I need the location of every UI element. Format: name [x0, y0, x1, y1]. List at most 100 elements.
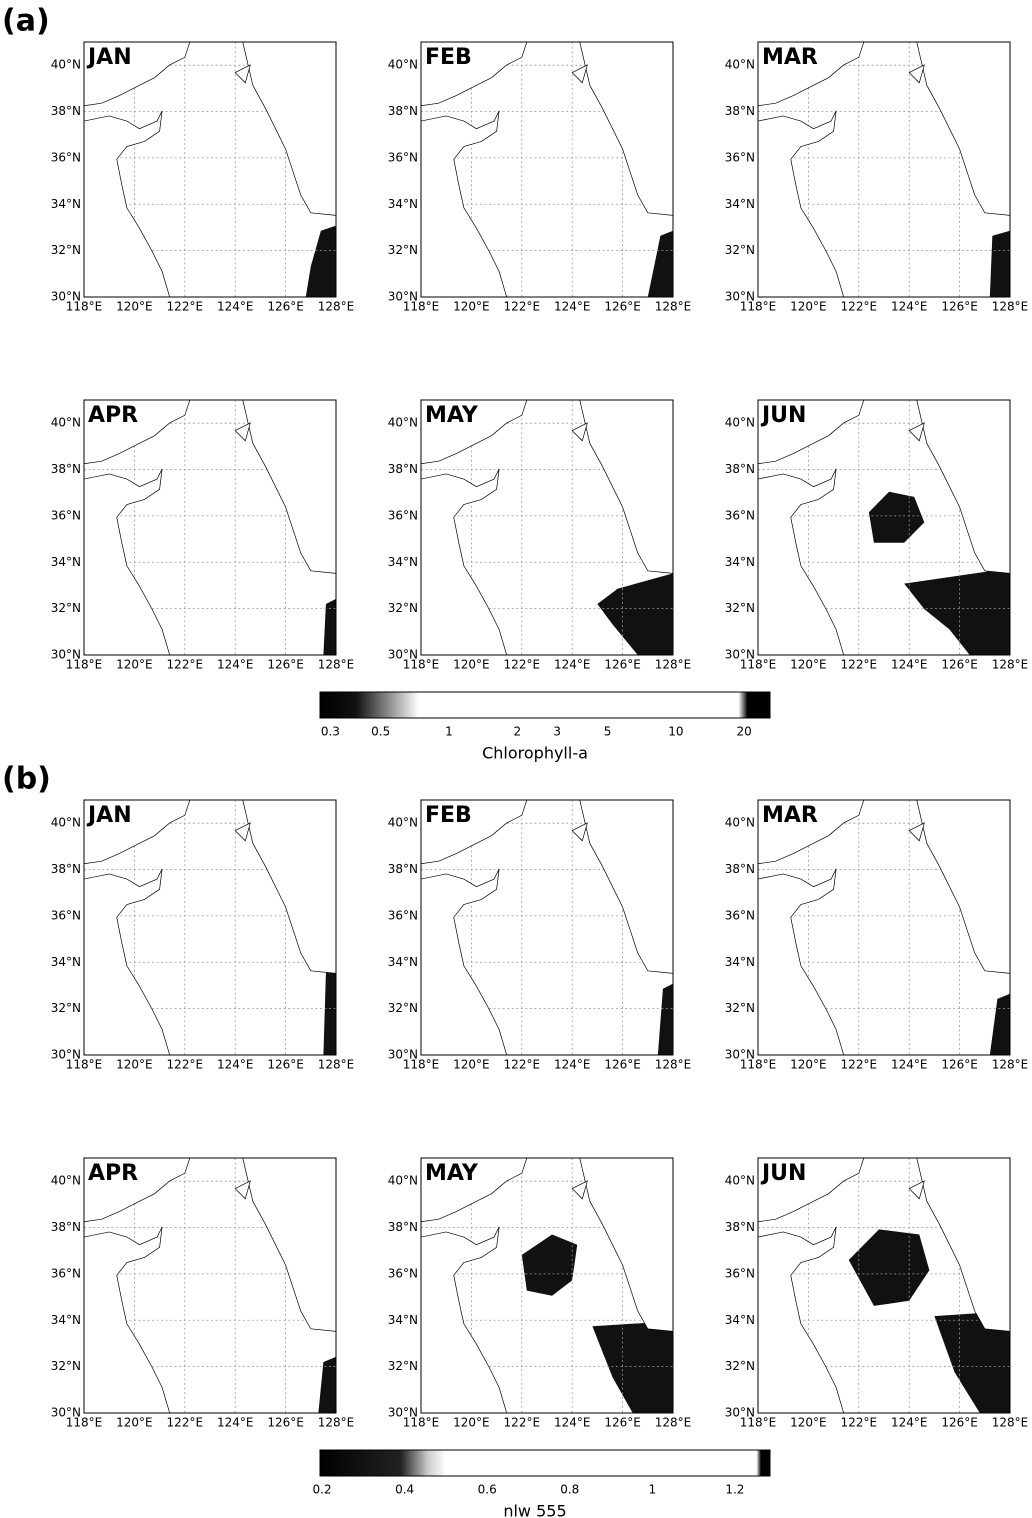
colorbar-tick-label: 0.3 [321, 725, 340, 739]
lat-tick-label: 36°N [388, 150, 418, 164]
lon-tick-label: 118°E [66, 1058, 103, 1072]
lon-tick-label: 124°E [217, 1058, 254, 1072]
lon-tick-label: 120°E [790, 300, 827, 314]
lon-tick-label: 128°E [992, 300, 1029, 314]
coastline [421, 469, 507, 655]
lon-tick-label: 120°E [453, 1058, 490, 1072]
lon-tick-label: 120°E [790, 1058, 827, 1072]
lat-tick-label: 36°N [725, 908, 755, 922]
dark-region [597, 573, 673, 655]
lon-tick-label: 124°E [891, 658, 928, 672]
map-area [421, 800, 673, 1055]
month-label: JAN [86, 45, 132, 70]
month-label: MAR [762, 803, 818, 828]
lon-tick-label: 118°E [66, 658, 103, 672]
month-label: APR [88, 403, 138, 428]
map-area [758, 800, 1010, 1055]
coastline [580, 42, 673, 215]
lon-tick-label: 126°E [941, 1058, 978, 1072]
lat-tick-label: 30°N [51, 1406, 81, 1420]
lat-tick-label: 40°N [725, 58, 755, 72]
coastline [917, 42, 1010, 215]
lon-tick-label: 126°E [267, 658, 304, 672]
map-frame [420, 41, 674, 298]
lon-tick-label: 122°E [167, 300, 204, 314]
coastline [235, 423, 250, 441]
lat-tick-label: 34°N [725, 1313, 755, 1327]
month-label: JAN [86, 803, 132, 828]
lon-tick-label: 124°E [554, 1416, 591, 1430]
coastline [580, 1158, 673, 1331]
lon-tick-label: 120°E [790, 658, 827, 672]
map-panel: MAY 30°N 32°N 34°N 36°N 38°N 40°N 118°E 120°E 122… [388, 399, 691, 672]
lon-tick-label: 118°E [403, 300, 440, 314]
coastline [421, 869, 507, 1055]
coastline [243, 1158, 336, 1331]
lon-tick-label: 118°E [740, 1416, 777, 1430]
map-area [421, 1158, 673, 1413]
coastline [758, 400, 864, 464]
lat-tick-label: 36°N [51, 508, 81, 522]
month-label: MAY [425, 1161, 479, 1186]
lon-tick-label: 118°E [403, 1058, 440, 1072]
coastline [84, 469, 170, 655]
dark-region [647, 230, 673, 297]
map-panel: MAY 30°N 32°N 34°N 36°N 38°N 40°N 118°E 120°E 122… [388, 1157, 691, 1430]
colorbar-tick-label: 0.8 [560, 1483, 579, 1497]
colorbar-title: Chlorophyll-a [482, 744, 588, 763]
coastline [84, 800, 190, 864]
lat-tick-label: 36°N [388, 908, 418, 922]
lat-tick-label: 38°N [725, 1220, 755, 1234]
lat-tick-label: 40°N [388, 58, 418, 72]
colorbar-tick-label: 0.4 [395, 1483, 414, 1497]
lat-tick-label: 30°N [725, 1406, 755, 1420]
coastline [917, 400, 1010, 573]
coastline [758, 469, 844, 655]
lat-tick-label: 32°N [388, 1359, 418, 1373]
coastline [909, 823, 924, 841]
lon-tick-label: 126°E [941, 1416, 978, 1430]
lon-tick-label: 126°E [267, 1416, 304, 1430]
colorbar-tick-label: 0.6 [478, 1483, 497, 1497]
lat-tick-label: 32°N [725, 1001, 755, 1015]
month-label: MAY [425, 403, 479, 428]
lon-tick-label: 122°E [167, 1416, 204, 1430]
map-area [84, 42, 336, 297]
lat-tick-label: 30°N [51, 1048, 81, 1062]
lon-tick-label: 122°E [504, 658, 541, 672]
colorbar-tick-label: 1 [445, 725, 453, 739]
map-frame [83, 399, 337, 656]
coastline [243, 800, 336, 973]
map-frame [757, 1157, 1011, 1414]
map-panel: FEB 30°N 32°N 34°N 36°N 38°N 40°N 118°E 120°E 122… [388, 41, 691, 314]
lat-tick-label: 32°N [51, 243, 81, 257]
map-panel: JUN 30°N 32°N 34°N 36°N 38°N 40°N 118°E 120°E 122… [725, 399, 1028, 672]
coastline [580, 800, 673, 973]
lat-tick-label: 34°N [51, 197, 81, 211]
map-area [84, 400, 336, 655]
coastline [243, 400, 336, 573]
lat-tick-label: 40°N [388, 816, 418, 830]
dark-region [934, 1311, 1010, 1413]
lat-tick-label: 36°N [725, 508, 755, 522]
lat-tick-label: 36°N [725, 1266, 755, 1280]
lon-tick-label: 118°E [740, 658, 777, 672]
colorbar-tick-label: 10 [668, 725, 683, 739]
coastline [421, 42, 527, 106]
colorbar [319, 691, 771, 719]
coastline [84, 1227, 170, 1413]
lon-tick-label: 126°E [604, 300, 641, 314]
lat-tick-label: 34°N [388, 955, 418, 969]
lon-tick-label: 124°E [891, 1416, 928, 1430]
lon-tick-label: 124°E [217, 658, 254, 672]
coastline [84, 869, 170, 1055]
lat-tick-label: 40°N [51, 816, 81, 830]
coastline [917, 1158, 1010, 1331]
lon-tick-label: 118°E [66, 1416, 103, 1430]
lon-tick-label: 128°E [992, 1416, 1029, 1430]
lon-tick-label: 120°E [790, 1416, 827, 1430]
lat-tick-label: 36°N [51, 1266, 81, 1280]
dark-region [323, 953, 336, 1055]
month-label: FEB [425, 45, 472, 70]
lat-tick-label: 40°N [388, 416, 418, 430]
